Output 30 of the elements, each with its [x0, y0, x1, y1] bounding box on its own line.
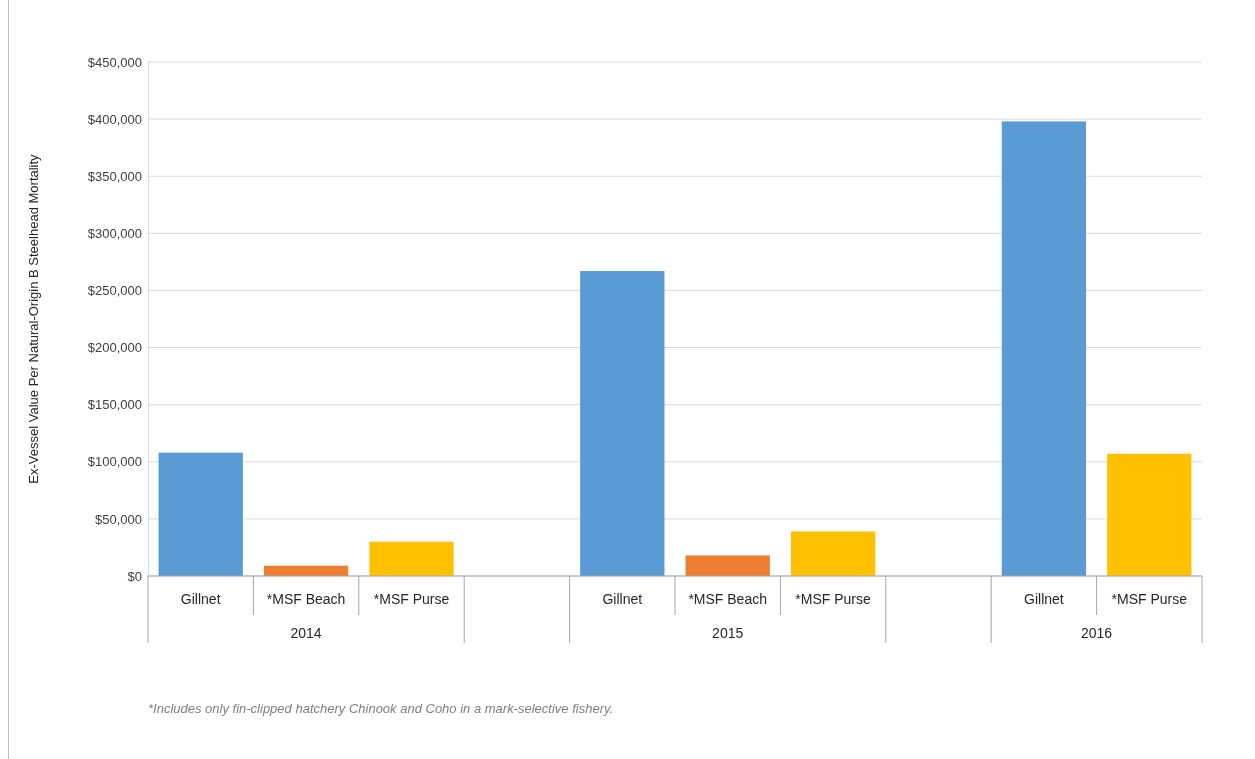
x-tick-label: *MSF Beach [266, 591, 346, 607]
y-axis-title: Ex-Vessel Value Per Natural-Origin B Steelhead Mortality [26, 153, 41, 484]
x-tick-label: Gillnet [180, 591, 221, 607]
bar [369, 541, 454, 576]
y-tick-label: $300,000 [87, 225, 142, 241]
x-tick-label: *MSF Purse [795, 591, 872, 607]
bar [790, 531, 876, 576]
y-tick-label: $150,000 [87, 397, 142, 413]
y-tick-label: $450,000 [87, 54, 142, 70]
x-tick-label: Gillnet [1024, 591, 1064, 607]
bar [685, 555, 770, 576]
y-tick-label: $350,000 [87, 168, 142, 184]
y-tick-label: $400,000 [87, 111, 142, 127]
bar [158, 452, 243, 576]
bar [1001, 121, 1087, 576]
text: 2016 [1081, 625, 1113, 641]
bar [580, 271, 665, 576]
y-tick-label: $0 [127, 568, 142, 584]
y-tick-label: $250,000 [87, 283, 142, 299]
x-tick-label: Gillnet [602, 591, 643, 607]
y-tick-label: $100,000 [87, 454, 142, 470]
text: 2014 [290, 625, 322, 641]
bar [1107, 453, 1192, 576]
x-tick-label: *MSF Beach [688, 591, 767, 607]
x-tick-label: *MSF Purse [373, 591, 450, 607]
x-tick-label: *MSF Purse [1111, 591, 1188, 607]
y-tick-label: $50,000 [95, 511, 142, 527]
text: 2015 [712, 625, 744, 641]
y-tick-label: $200,000 [87, 340, 142, 356]
text: *Includes only fin-clipped hatchery Chinook and Coho in a mark-selective fishery. [148, 701, 614, 716]
